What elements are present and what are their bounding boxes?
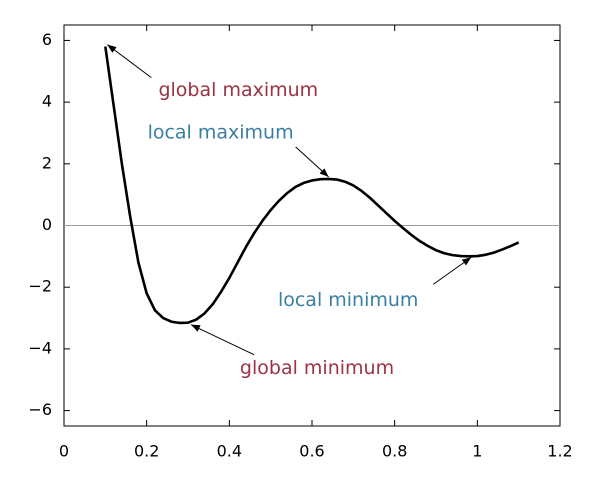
- x-tick-label: 0.8: [382, 442, 407, 461]
- y-tick-label: 6: [42, 30, 52, 49]
- x-tick-label: 1: [472, 442, 482, 461]
- x-tick-label: 0.6: [299, 442, 324, 461]
- y-tick-label: 4: [42, 92, 52, 111]
- y-tick-label: −2: [28, 277, 52, 296]
- y-tick-label: −6: [28, 400, 52, 419]
- annotation-arrow: [190, 324, 255, 356]
- annotation-arrow: [432, 256, 472, 285]
- x-tick-label: 0.4: [217, 442, 242, 461]
- y-tick-label: 2: [42, 153, 52, 172]
- annotation: local minimum: [278, 289, 418, 311]
- y-tick-label: 0: [42, 215, 52, 234]
- x-tick-label: 0: [59, 442, 69, 461]
- annotation-arrow: [295, 146, 329, 178]
- annotation: local maximum: [148, 121, 294, 143]
- curve: [104, 46, 520, 325]
- y-tick-label: −4: [28, 338, 52, 357]
- x-tick-label: 0.2: [134, 442, 159, 461]
- annotation-arrow: [107, 44, 152, 78]
- x-tick-label: 1.2: [547, 442, 572, 461]
- annotation: global maximum: [158, 79, 318, 101]
- annotation: global minimum: [240, 357, 394, 379]
